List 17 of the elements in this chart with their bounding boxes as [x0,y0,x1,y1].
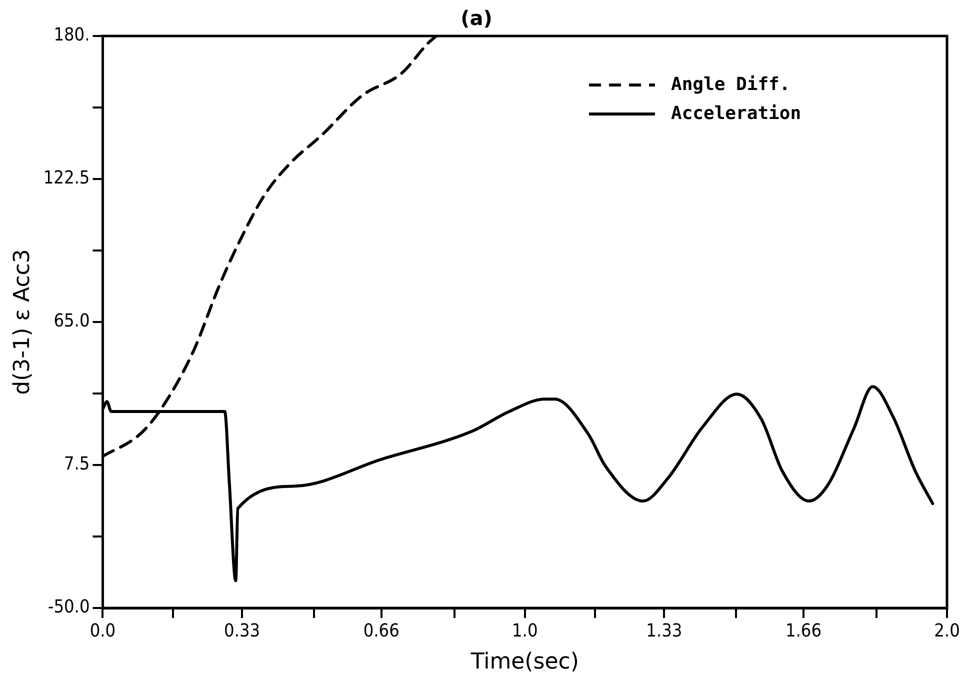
y-tick-label: 122.5 [43,168,90,189]
legend-label: Acceleration [671,103,802,124]
chart-title: (a) [460,6,492,30]
x-tick-label: 0.66 [363,620,400,642]
y-axis-title: d(3-1) ε Acc3 [10,249,35,395]
x-tick-label: 1.0 [512,620,538,642]
y-tick-label: 7.5 [64,454,90,475]
y-tick-label: 180. [54,24,90,46]
legend-label: Angle Diff. [671,74,790,95]
y-tick-label: -50.0 [48,596,90,618]
x-tick-label: 2.0 [934,620,960,642]
x-tick-label: 0.33 [224,620,260,642]
y-tick-label: 65.0 [54,310,90,332]
x-tick-label: 1.66 [785,620,822,642]
x-tick-label: 0.0 [90,620,116,642]
x-tick-label: 1.33 [646,620,682,642]
x-axis-title: Time(sec) [470,650,579,675]
